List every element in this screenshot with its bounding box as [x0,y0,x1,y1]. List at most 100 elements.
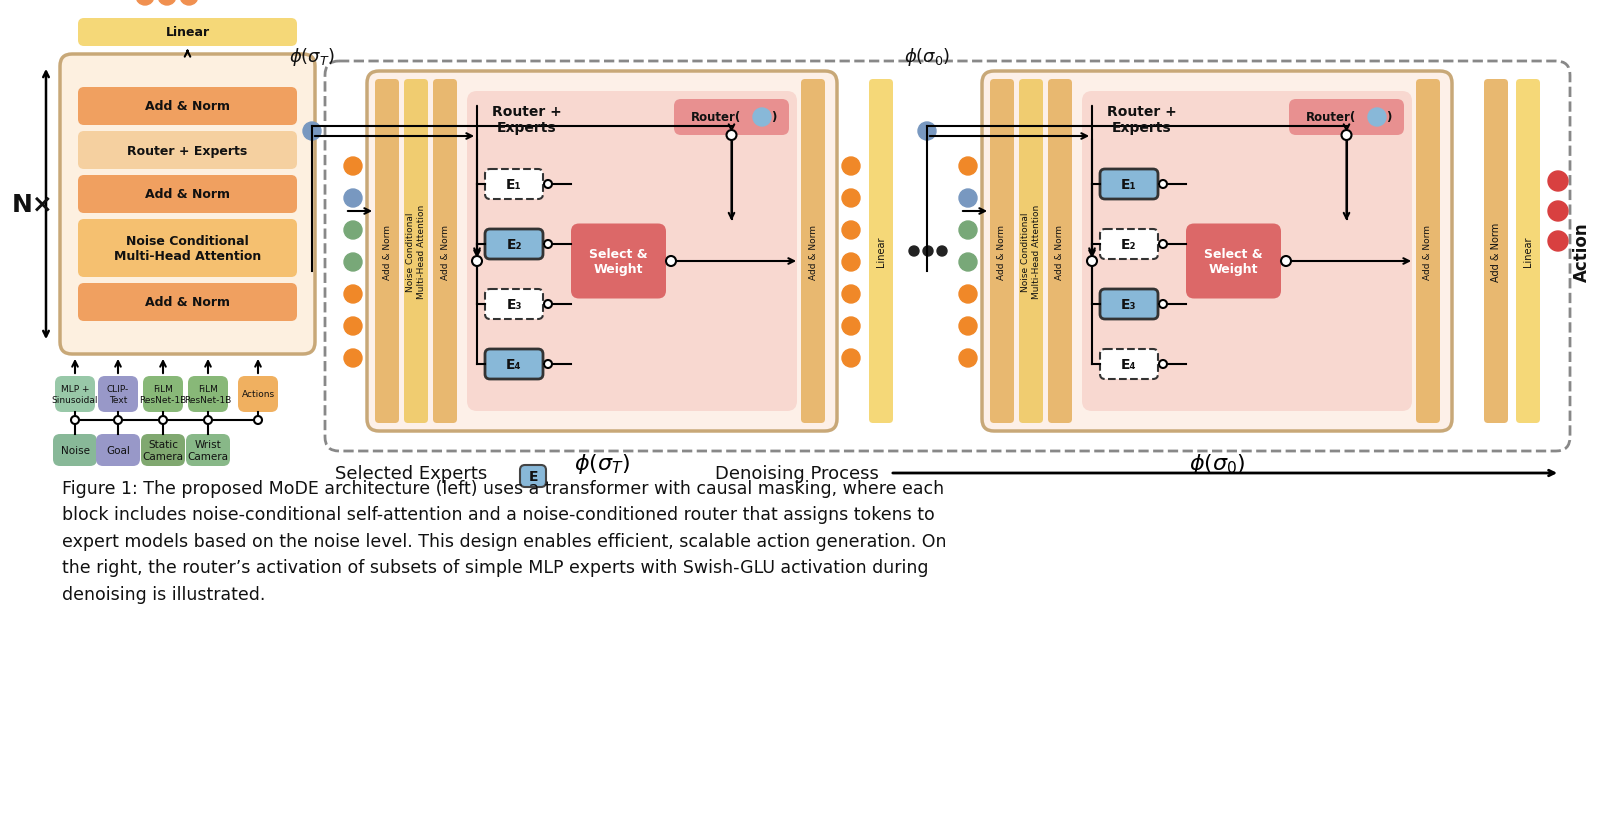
Text: Router +
Experts: Router + Experts [492,105,562,135]
Circle shape [344,222,363,240]
FancyBboxPatch shape [54,377,94,413]
Text: Figure 1: The proposed MoDE architecture (left) uses a transformer with causal m: Figure 1: The proposed MoDE architecture… [62,479,946,603]
FancyBboxPatch shape [486,290,543,319]
Circle shape [1159,241,1167,249]
Circle shape [113,417,121,424]
FancyBboxPatch shape [78,283,297,322]
Circle shape [727,131,737,141]
Circle shape [959,158,976,176]
Circle shape [917,123,936,141]
FancyBboxPatch shape [376,80,400,423]
Circle shape [205,417,213,424]
Text: Denoising Process: Denoising Process [714,464,879,482]
FancyBboxPatch shape [1290,100,1405,136]
FancyBboxPatch shape [486,350,543,379]
Text: Add & Norm: Add & Norm [1424,224,1432,279]
Text: $\phi(\sigma_0)$: $\phi(\sigma_0)$ [904,46,951,68]
Text: CLIP-
Text: CLIP- Text [107,385,129,405]
Text: Noise: Noise [61,446,89,455]
FancyBboxPatch shape [141,434,185,467]
Text: Add & Norm: Add & Norm [145,101,230,113]
Text: Router +
Experts: Router + Experts [1107,105,1176,135]
Circle shape [753,109,770,127]
Text: Router + Experts: Router + Experts [128,144,248,157]
Text: E₃: E₃ [507,297,523,311]
Text: E₂: E₂ [1122,238,1136,251]
Circle shape [1548,201,1568,222]
Circle shape [471,256,483,267]
FancyBboxPatch shape [53,434,97,467]
Circle shape [543,301,551,309]
FancyBboxPatch shape [1186,224,1282,299]
Circle shape [1548,232,1568,251]
Circle shape [842,158,860,176]
FancyBboxPatch shape [467,92,797,411]
Text: Action: Action [1572,222,1592,282]
FancyBboxPatch shape [519,465,547,487]
FancyBboxPatch shape [78,88,297,126]
Text: Add & Norm: Add & Norm [809,224,818,279]
FancyBboxPatch shape [96,434,141,467]
Text: Noise Conditional
Multi-Head Attention: Noise Conditional Multi-Head Attention [406,205,425,299]
FancyBboxPatch shape [1099,290,1159,319]
FancyBboxPatch shape [570,224,666,299]
FancyBboxPatch shape [1020,80,1043,423]
Text: ): ) [1387,111,1392,124]
Circle shape [181,0,198,6]
Circle shape [1159,301,1167,309]
Circle shape [959,286,976,304]
FancyBboxPatch shape [1099,170,1159,200]
Text: Select &
Weight: Select & Weight [1205,247,1262,276]
Circle shape [304,123,321,141]
Text: E₃: E₃ [1122,297,1136,311]
Circle shape [1087,256,1096,267]
Circle shape [959,318,976,336]
Text: Add & Norm: Add & Norm [145,296,230,309]
Circle shape [959,350,976,368]
Text: Add & Norm: Add & Norm [441,224,449,279]
Circle shape [344,158,363,176]
Circle shape [959,190,976,208]
Text: Actions: Actions [230,0,270,2]
Circle shape [959,222,976,240]
Circle shape [344,350,363,368]
Text: Select &
Weight: Select & Weight [590,247,647,276]
Text: Linear: Linear [876,237,885,267]
FancyBboxPatch shape [78,219,297,278]
Circle shape [344,254,363,272]
Circle shape [70,417,78,424]
Text: Goal: Goal [105,446,129,455]
Circle shape [842,254,860,272]
Circle shape [543,241,551,249]
FancyBboxPatch shape [1082,92,1413,411]
Text: E₂: E₂ [507,238,523,251]
Text: Noise Conditional
Multi-Head Attention: Noise Conditional Multi-Head Attention [113,235,260,263]
Text: Wrist
Camera: Wrist Camera [187,440,229,461]
FancyBboxPatch shape [185,434,230,467]
FancyBboxPatch shape [1099,350,1159,379]
FancyBboxPatch shape [991,80,1015,423]
Circle shape [1282,256,1291,267]
Circle shape [543,181,551,188]
Text: FiLM
ResNet-1B: FiLM ResNet-1B [139,385,187,405]
Circle shape [158,0,176,6]
FancyBboxPatch shape [983,72,1453,432]
Text: FiLM
ResNet-1B: FiLM ResNet-1B [184,385,232,405]
Circle shape [842,350,860,368]
Circle shape [842,318,860,336]
Text: MLP +
Sinusoidal: MLP + Sinusoidal [51,385,97,405]
Text: Router(: Router( [690,111,741,124]
Text: E₄: E₄ [507,358,523,372]
Circle shape [924,247,933,256]
FancyBboxPatch shape [78,132,297,170]
FancyBboxPatch shape [1048,80,1072,423]
Circle shape [344,318,363,336]
FancyBboxPatch shape [142,377,184,413]
Circle shape [344,190,363,208]
FancyBboxPatch shape [869,80,893,423]
Text: E₁: E₁ [507,178,523,192]
Text: Add & Norm: Add & Norm [997,224,1007,279]
Circle shape [1159,181,1167,188]
Text: E: E [529,469,539,483]
Text: Add & Norm: Add & Norm [1056,224,1064,279]
